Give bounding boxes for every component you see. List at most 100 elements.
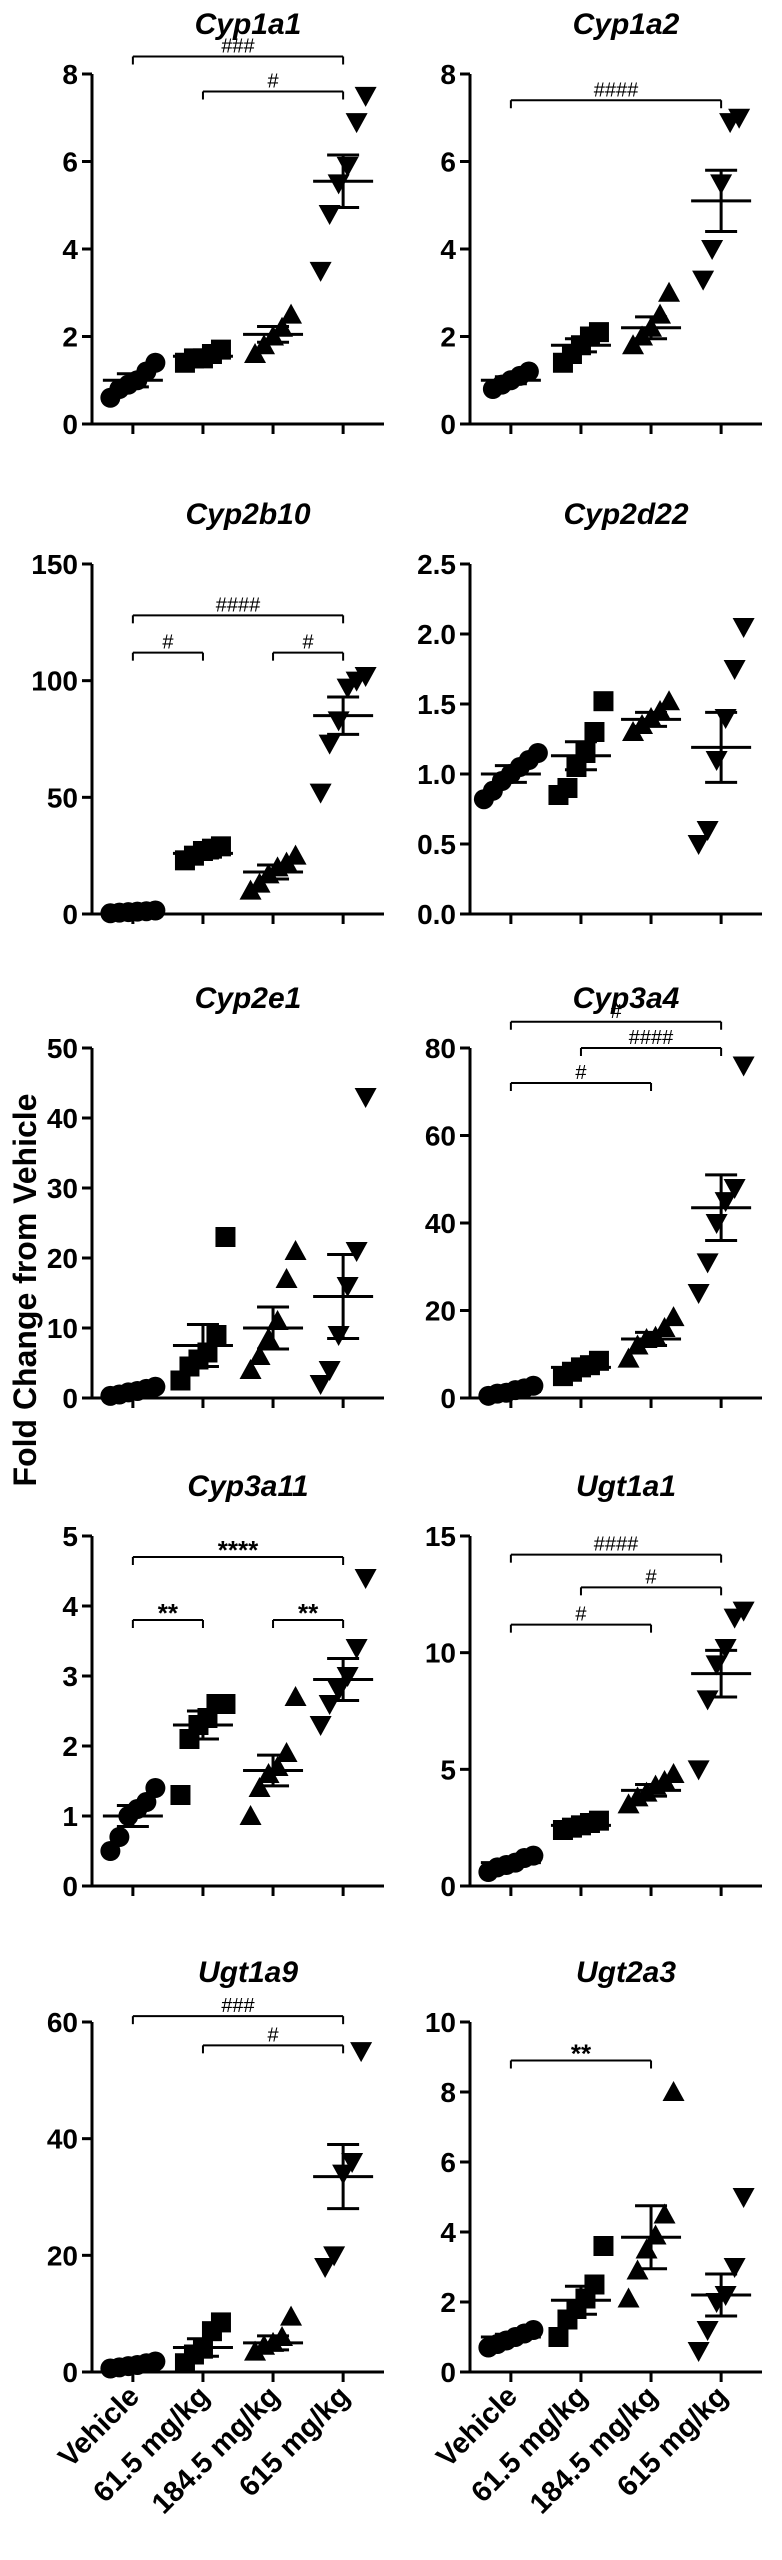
y-tick-label: 6 [62, 147, 78, 178]
series-vehicle [480, 361, 541, 399]
y-tick-label: 0 [440, 2357, 456, 2388]
panel-title: Cyp2d22 [563, 498, 688, 531]
significance-label: ** [158, 1598, 179, 1628]
marker-triangle-down-4 [723, 2258, 746, 2278]
marker-triangle-up-5 [662, 1763, 685, 1783]
marker-triangle-down-5 [732, 618, 755, 638]
series-61-5-mg-kg [550, 1350, 611, 1387]
marker-triangle-down-0 [314, 2258, 337, 2278]
marker-triangle-down-4 [345, 1242, 368, 1262]
y-tick-label: 1.5 [417, 689, 456, 720]
significance-bracket: #### [131, 594, 345, 624]
marker-square-5 [593, 691, 614, 712]
y-tick-label: 10 [425, 2007, 456, 2038]
series-61-5-mg-kg [170, 1694, 236, 1805]
significance-label: # [162, 632, 174, 654]
panel-cyp2e1: Cyp2e1 0 10 20 30 40 50 [47, 982, 384, 1414]
panel-title: Ugt2a3 [576, 1956, 676, 1989]
marker-triangle-up-5 [284, 1240, 307, 1260]
marker-triangle-down-0 [687, 2342, 710, 2362]
marker-square-4 [584, 2274, 605, 2295]
marker-triangle-down-5 [354, 1088, 377, 1108]
y-tick-label: 0 [62, 899, 78, 930]
y-tick-label: 0 [440, 409, 456, 440]
marker-triangle-up-4 [658, 281, 681, 302]
marker-triangle-down-4 [345, 113, 368, 134]
marker-triangle-down-2 [327, 1326, 350, 1346]
series-184-5-mg-kg [239, 1686, 307, 1825]
series-vehicle [100, 352, 166, 408]
y-tick-label: 5 [440, 1754, 456, 1785]
marker-triangle-down-1 [323, 2246, 346, 2267]
significance-bracket: ** [272, 1598, 345, 1628]
marker-triangle-up-0 [617, 1347, 640, 1368]
y-tick-label: 8 [440, 2077, 456, 2108]
y-tick-label: 0 [62, 409, 78, 440]
significance-bracket: #### [579, 1027, 723, 1056]
marker-square-4 [584, 722, 605, 742]
marker-triangle-down-4 [728, 108, 751, 129]
marker-circle-5 [523, 1845, 544, 1866]
marker-triangle-down-5 [732, 1601, 755, 1622]
marker-triangle-up-4 [653, 2203, 676, 2224]
series-184-5-mg-kg [617, 1763, 685, 1814]
series-61-5-mg-kg [170, 1227, 236, 1391]
significance-label: # [610, 1001, 622, 1023]
marker-triangle-up-1 [248, 1345, 271, 1365]
marker-triangle-up-2 [257, 1327, 280, 1348]
y-tick-label: 1.0 [417, 759, 456, 790]
marker-triangle-down-4 [350, 2042, 373, 2063]
marker-triangle-down-1 [318, 205, 341, 225]
y-tick-label: 40 [47, 2124, 78, 2155]
marker-square-5 [215, 1227, 236, 1247]
panel-title: Cyp3a11 [187, 1470, 308, 1503]
marker-square-5 [215, 1694, 236, 1714]
significance-bracket: **** [131, 1535, 345, 1565]
marker-circle-6 [527, 743, 548, 763]
series-vehicle [478, 1845, 544, 1882]
significance-bracket: ** [509, 2039, 653, 2069]
series-615-mg-kg [687, 1601, 755, 1781]
significance-label: # [267, 2024, 279, 2046]
series-184-5-mg-kg [621, 281, 682, 355]
significance-bracket: # [272, 632, 345, 661]
y-tick-label: 150 [31, 549, 78, 580]
marker-triangle-down-0 [687, 1760, 710, 1781]
panel-title: Ugt1a9 [198, 1956, 298, 1989]
marker-triangle-up-0 [244, 2340, 267, 2361]
significance-label: # [575, 1604, 587, 1626]
series-615-mg-kg [309, 1088, 377, 1395]
series-vehicle [473, 743, 548, 810]
y-tick-label: 50 [47, 782, 78, 813]
significance-bracket: # [201, 2024, 345, 2054]
marker-square-4 [206, 1325, 227, 1345]
y-tick-label: 8 [440, 59, 456, 90]
marker-triangle-down-0 [309, 261, 332, 282]
marker-circle-5 [145, 1778, 166, 1798]
series-615-mg-kg [687, 618, 755, 855]
y-tick-label: 20 [47, 1243, 78, 1274]
marker-circle-5 [145, 352, 166, 373]
marker-triangle-down-1 [701, 240, 724, 260]
marker-circle-4 [518, 361, 539, 382]
y-tick-label: 2.5 [417, 549, 456, 580]
panel-cyp1a2: Cyp1a2 0 2 4 6 8 #### [440, 8, 762, 440]
marker-triangle-down-1 [696, 2321, 719, 2341]
significance-bracket: ### [131, 36, 345, 65]
y-tick-label: 1 [62, 1801, 78, 1832]
significance-label: #### [594, 1534, 639, 1556]
y-tick-label: 6 [440, 147, 456, 178]
significance-label: ### [221, 1995, 255, 2017]
y-tick-label: 0 [62, 1383, 78, 1414]
marker-triangle-down-1 [318, 1361, 341, 1381]
marker-triangle-up-0 [239, 1359, 262, 1379]
marker-triangle-down-0 [687, 1284, 710, 1304]
marker-square-0 [170, 1785, 191, 1805]
panel-cyp2d22: Cyp2d22 0.0 0.5 1.0 1.5 2.0 2.5 [417, 498, 762, 930]
marker-triangle-up-4 [275, 1268, 298, 1288]
